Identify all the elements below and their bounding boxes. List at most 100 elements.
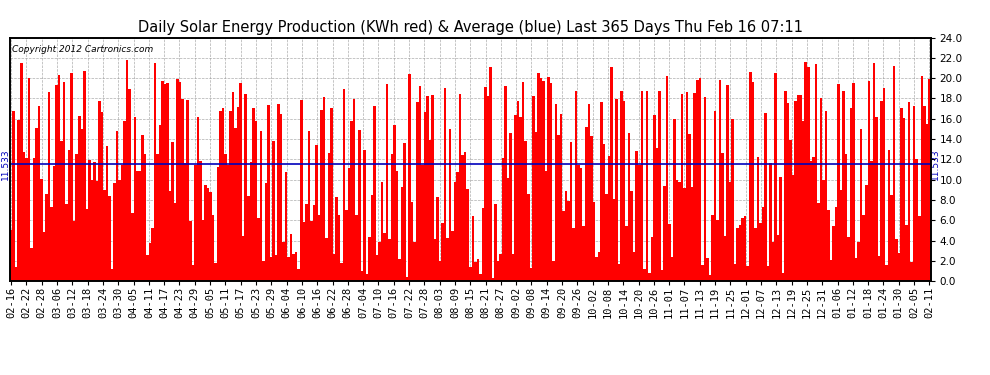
Bar (225, 154, 227, 281)
Bar (830, 260, 833, 281)
Bar (833, 226, 835, 281)
Bar (290, 234, 292, 281)
Bar (522, 82, 525, 281)
Bar (272, 141, 275, 281)
Bar (33, 158, 35, 281)
Bar (230, 111, 232, 281)
Bar (10, 230, 13, 281)
Bar (310, 221, 313, 281)
Bar (393, 125, 396, 281)
Bar (85, 209, 88, 281)
Bar (153, 63, 156, 281)
Bar (870, 160, 872, 281)
Bar (911, 261, 913, 281)
Bar (257, 218, 259, 281)
Bar (906, 225, 908, 281)
Bar (517, 100, 520, 281)
Bar (590, 136, 593, 281)
Bar (727, 85, 729, 281)
Bar (683, 188, 686, 281)
Bar (325, 238, 328, 281)
Bar (96, 181, 98, 281)
Bar (749, 72, 751, 281)
Bar (194, 165, 197, 281)
Bar (616, 99, 618, 281)
Bar (75, 154, 78, 281)
Bar (520, 117, 522, 281)
Bar (363, 150, 365, 281)
Bar (269, 257, 272, 281)
Bar (766, 266, 769, 281)
Bar (242, 237, 245, 281)
Bar (343, 88, 346, 281)
Bar (116, 131, 119, 281)
Bar (434, 239, 437, 281)
Bar (916, 159, 918, 281)
Bar (204, 185, 207, 281)
Bar (631, 190, 633, 281)
Bar (820, 98, 822, 281)
Bar (926, 124, 928, 281)
Bar (320, 110, 323, 281)
Bar (439, 261, 442, 281)
Bar (562, 211, 565, 281)
Bar (515, 115, 517, 281)
Bar (409, 74, 411, 281)
Bar (618, 264, 621, 281)
Bar (144, 154, 147, 281)
Bar (328, 153, 331, 281)
Bar (880, 100, 883, 281)
Bar (777, 235, 779, 281)
Bar (336, 196, 338, 281)
Bar (532, 96, 535, 281)
Bar (835, 207, 838, 281)
Bar (724, 236, 727, 281)
Bar (136, 171, 139, 281)
Bar (353, 99, 355, 281)
Bar (181, 99, 184, 281)
Bar (913, 106, 916, 281)
Bar (222, 108, 225, 281)
Bar (338, 214, 341, 281)
Bar (91, 180, 93, 281)
Bar (98, 100, 101, 281)
Bar (158, 125, 161, 281)
Bar (237, 107, 240, 281)
Bar (202, 220, 204, 281)
Bar (176, 79, 179, 281)
Bar (540, 78, 543, 281)
Bar (46, 194, 48, 281)
Bar (358, 130, 360, 281)
Bar (432, 95, 434, 281)
Bar (527, 194, 530, 281)
Bar (171, 142, 174, 281)
Bar (403, 143, 406, 281)
Bar (525, 141, 527, 281)
Bar (673, 118, 676, 281)
Bar (787, 103, 789, 281)
Bar (209, 192, 212, 281)
Bar (331, 108, 333, 281)
Bar (30, 248, 33, 281)
Bar (169, 191, 171, 281)
Bar (928, 79, 931, 281)
Bar (141, 135, 144, 281)
Bar (323, 98, 325, 281)
Bar (719, 80, 722, 281)
Bar (227, 165, 230, 281)
Bar (113, 183, 116, 281)
Bar (126, 60, 129, 281)
Bar (93, 162, 96, 281)
Bar (421, 165, 424, 281)
Bar (759, 223, 761, 281)
Bar (648, 273, 650, 281)
Bar (381, 182, 383, 281)
Bar (600, 102, 603, 281)
Bar (57, 75, 60, 281)
Title: Daily Solar Energy Production (KWh red) & Average (blue) Last 365 Days Thu Feb 1: Daily Solar Energy Production (KWh red) … (138, 20, 803, 35)
Bar (378, 242, 381, 281)
Bar (398, 260, 401, 281)
Bar (544, 171, 547, 281)
Bar (375, 255, 378, 281)
Bar (903, 118, 906, 281)
